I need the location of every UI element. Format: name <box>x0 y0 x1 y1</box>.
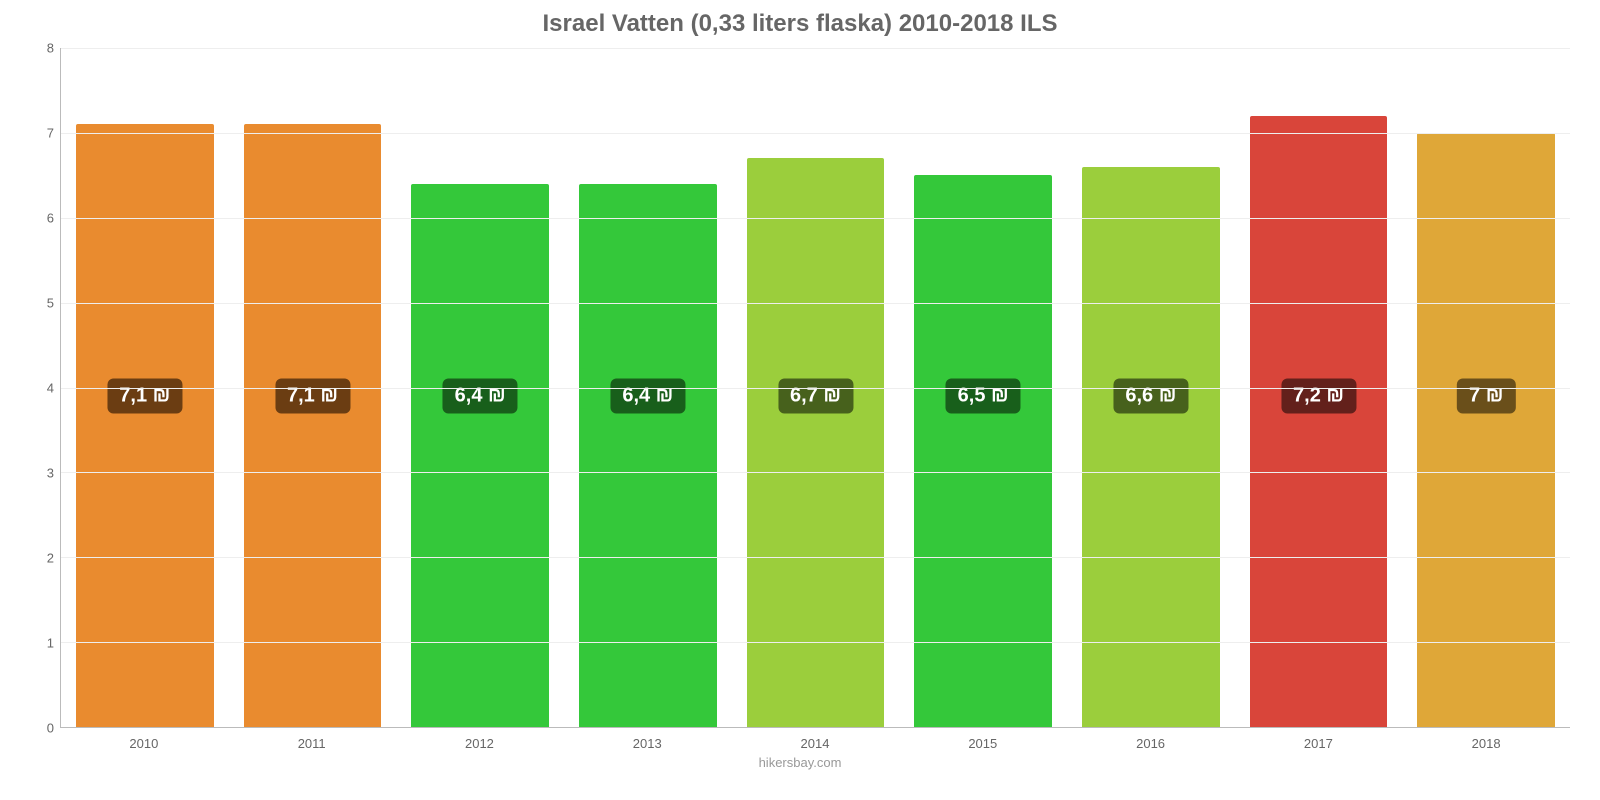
bar-value-label: 6,4 ₪ <box>443 379 518 414</box>
y-tick-label: 5 <box>47 296 54 311</box>
x-tick-label: 2013 <box>563 728 731 751</box>
x-tick-label: 2010 <box>60 728 228 751</box>
gridline <box>61 48 1570 49</box>
chart-title: Israel Vatten (0,33 liters flaska) 2010-… <box>30 10 1570 38</box>
bar <box>914 175 1051 727</box>
bar-value-label: 6,7 ₪ <box>778 379 853 414</box>
bar <box>76 124 213 727</box>
gridline <box>61 557 1570 558</box>
gridline <box>61 303 1570 304</box>
chart-container: Israel Vatten (0,33 liters flaska) 2010-… <box>0 0 1600 800</box>
bar-value-label: 6,4 ₪ <box>610 379 685 414</box>
y-tick-label: 2 <box>47 551 54 566</box>
gridline <box>61 218 1570 219</box>
bar <box>244 124 381 727</box>
gridline <box>61 133 1570 134</box>
bar-value-label: 6,6 ₪ <box>1113 379 1188 414</box>
bar-value-label: 7,1 ₪ <box>107 379 182 414</box>
x-tick-label: 2018 <box>1402 728 1570 751</box>
bar-value-label: 7,2 ₪ <box>1281 379 1356 414</box>
y-tick-label: 4 <box>47 381 54 396</box>
x-tick-label: 2016 <box>1067 728 1235 751</box>
gridline <box>61 472 1570 473</box>
y-axis: 012345678 <box>30 48 60 728</box>
bar <box>411 184 548 727</box>
source-label: hikersbay.com <box>30 755 1570 770</box>
y-tick-label: 8 <box>47 41 54 56</box>
x-tick-label: 2015 <box>899 728 1067 751</box>
bar-value-label: 6,5 ₪ <box>946 379 1021 414</box>
x-tick-label: 2011 <box>228 728 396 751</box>
x-tick-label: 2017 <box>1234 728 1402 751</box>
x-axis: 201020112012201320142015201620172018 <box>60 728 1570 751</box>
plot-area: 012345678 7,1 ₪7,1 ₪6,4 ₪6,4 ₪6,7 ₪6,5 ₪… <box>30 48 1570 728</box>
gridline <box>61 388 1570 389</box>
x-tick-label: 2014 <box>731 728 899 751</box>
y-tick-label: 3 <box>47 466 54 481</box>
x-tick-label: 2012 <box>396 728 564 751</box>
bar <box>1417 133 1554 727</box>
grid-area: 7,1 ₪ 7,1 ₪ 6,4 ₪ 6,4 ₪ 6,7 ₪ 6,5 ₪ 6,6 ₪ 7,2 ₪… <box>60 48 1570 728</box>
gridline <box>61 642 1570 643</box>
bar-value-label: 7,1 ₪ <box>275 379 350 414</box>
y-tick-label: 6 <box>47 211 54 226</box>
y-tick-label: 1 <box>47 636 54 651</box>
bar <box>1250 116 1387 727</box>
bar <box>579 184 716 727</box>
y-tick-label: 0 <box>47 721 54 736</box>
bar-value-label: 7 ₪ <box>1457 379 1515 414</box>
y-tick-label: 7 <box>47 126 54 141</box>
